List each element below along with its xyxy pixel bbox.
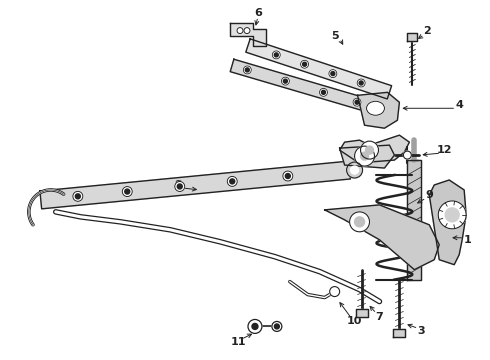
Circle shape — [75, 194, 80, 199]
Text: 4: 4 — [455, 100, 463, 110]
Circle shape — [252, 323, 258, 329]
Circle shape — [359, 81, 363, 85]
Circle shape — [303, 62, 307, 66]
Polygon shape — [356, 310, 368, 318]
Polygon shape — [429, 180, 466, 265]
Circle shape — [349, 212, 369, 232]
Circle shape — [361, 141, 378, 159]
Circle shape — [244, 66, 251, 74]
Circle shape — [248, 319, 262, 333]
Circle shape — [175, 181, 185, 192]
Circle shape — [272, 321, 282, 332]
Circle shape — [346, 162, 363, 178]
Polygon shape — [358, 92, 399, 128]
Circle shape — [283, 79, 288, 83]
Polygon shape — [230, 23, 266, 45]
Circle shape — [366, 146, 373, 154]
Circle shape — [274, 324, 279, 329]
Text: 6: 6 — [254, 8, 262, 18]
Polygon shape — [40, 161, 350, 209]
Circle shape — [321, 90, 325, 94]
Text: 9: 9 — [425, 190, 433, 200]
Circle shape — [227, 176, 237, 186]
Circle shape — [73, 192, 83, 201]
Circle shape — [177, 184, 182, 189]
Circle shape — [283, 171, 293, 181]
Circle shape — [285, 174, 290, 179]
Polygon shape — [325, 205, 439, 270]
Circle shape — [237, 28, 243, 33]
Circle shape — [331, 72, 335, 76]
Circle shape — [445, 208, 459, 222]
Ellipse shape — [367, 101, 385, 115]
Circle shape — [274, 53, 278, 57]
Circle shape — [300, 60, 309, 68]
Circle shape — [350, 166, 359, 174]
Circle shape — [230, 179, 235, 184]
Text: 7: 7 — [376, 312, 383, 323]
Circle shape — [403, 151, 412, 159]
Circle shape — [329, 69, 337, 78]
Text: 3: 3 — [417, 327, 425, 336]
Polygon shape — [340, 145, 394, 168]
Circle shape — [355, 146, 374, 166]
Circle shape — [319, 88, 327, 96]
Circle shape — [245, 68, 249, 72]
Circle shape — [355, 217, 365, 227]
Circle shape — [355, 100, 359, 104]
Text: 1: 1 — [463, 235, 471, 245]
Text: 12: 12 — [437, 145, 452, 155]
Circle shape — [353, 98, 361, 106]
Polygon shape — [246, 39, 392, 99]
Polygon shape — [230, 59, 386, 117]
Polygon shape — [393, 329, 405, 337]
Circle shape — [244, 28, 250, 33]
Text: 2: 2 — [423, 26, 431, 36]
Text: 10: 10 — [347, 316, 362, 327]
Circle shape — [438, 201, 466, 229]
Polygon shape — [340, 135, 409, 162]
Circle shape — [281, 77, 290, 85]
Circle shape — [125, 189, 130, 194]
Circle shape — [361, 152, 368, 160]
Text: 8: 8 — [174, 180, 182, 190]
Text: 5: 5 — [331, 31, 339, 41]
Circle shape — [272, 51, 280, 59]
Circle shape — [357, 79, 365, 87]
Polygon shape — [407, 160, 421, 280]
Text: 11: 11 — [230, 337, 246, 347]
Polygon shape — [407, 32, 417, 41]
Circle shape — [122, 186, 132, 197]
Circle shape — [330, 287, 340, 297]
